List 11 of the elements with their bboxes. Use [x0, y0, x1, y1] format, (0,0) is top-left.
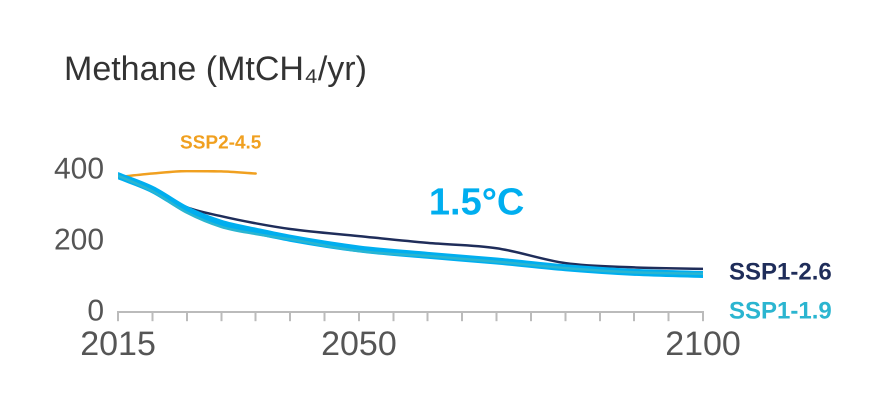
- x-tick-label: 2050: [321, 324, 397, 363]
- y-tick-label: 400: [54, 152, 104, 186]
- y-tick-label: 0: [87, 294, 104, 328]
- x-tick-label: 2100: [665, 324, 741, 363]
- y-tick-label: 200: [54, 223, 104, 256]
- x-tick-label: 2015: [80, 324, 156, 363]
- series-label: 1.5°C: [428, 181, 524, 224]
- series-label: SSP1-2.6: [729, 258, 832, 286]
- series-label: SSP2-4.5: [180, 132, 262, 154]
- series-label: SSP1-1.9: [729, 297, 832, 324]
- chart-title: Methane (MtCH₄/yr): [64, 50, 367, 89]
